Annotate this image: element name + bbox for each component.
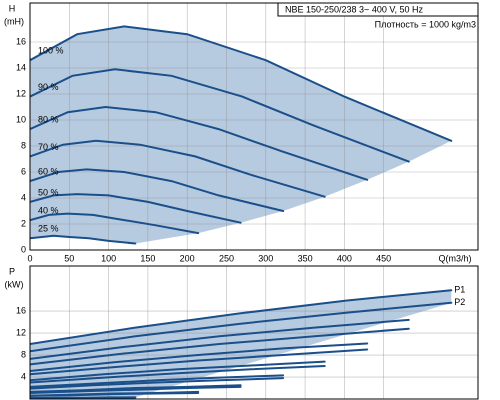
- y-tick-label: 6: [21, 166, 26, 176]
- curve-label: 50 %: [38, 187, 59, 197]
- x-tick-label: 150: [140, 253, 155, 263]
- x-tick-label: 0: [27, 253, 32, 263]
- y-tick-label: 8: [21, 140, 26, 150]
- curve-label: P2: [454, 297, 465, 307]
- y-axis-unit: (mH): [4, 16, 24, 26]
- curve: [30, 396, 137, 399]
- y-axis-label: P: [9, 266, 15, 276]
- curve: [30, 168, 285, 212]
- operating-area: [30, 26, 452, 244]
- plot-border: [29, 2, 479, 251]
- plot-area: [30, 266, 478, 399]
- header-box: [277, 2, 479, 17]
- y-tick-label: 4: [21, 371, 26, 381]
- curve: [30, 25, 453, 142]
- y-axis-label: H: [9, 3, 16, 13]
- curve-label: 90 %: [38, 82, 59, 92]
- y-tick-label: 8: [21, 349, 26, 359]
- curve: [30, 385, 242, 394]
- curve: [30, 289, 453, 345]
- x-tick-label: 200: [180, 253, 195, 263]
- curve-label: 40 %: [38, 205, 59, 215]
- x-axis-label: Q(m3/h): [438, 253, 471, 263]
- curve: [30, 342, 369, 372]
- curve: [30, 384, 242, 393]
- y-tick-label: 14: [16, 62, 26, 72]
- curve-label: 60 %: [38, 166, 59, 176]
- x-tick-label: 50: [64, 253, 74, 263]
- x-tick-label: 300: [258, 253, 273, 263]
- x-tick-label: 350: [298, 253, 313, 263]
- x-tick-label: 450: [376, 253, 391, 263]
- curve: [30, 348, 369, 376]
- curve: [30, 318, 410, 360]
- curve-label: P1: [454, 285, 465, 295]
- curve: [30, 327, 410, 366]
- curve-label: 25 %: [38, 224, 59, 234]
- curve: [30, 139, 326, 198]
- curve-label: 80 %: [38, 114, 59, 124]
- y-tick-label: 12: [16, 327, 26, 337]
- y-tick-label: 16: [16, 36, 26, 46]
- curve: [30, 360, 326, 382]
- curve: [30, 68, 410, 163]
- curve-label: 100 %: [38, 46, 64, 56]
- curve: [30, 392, 200, 397]
- curve: [30, 377, 285, 390]
- curve: [30, 212, 200, 235]
- curve: [30, 365, 326, 384]
- x-tick-label: 250: [219, 253, 234, 263]
- curve: [30, 234, 137, 245]
- curve: [30, 301, 453, 353]
- header-title: NBE 150-250/238 3~ 400 V, 50 Hz: [285, 4, 424, 14]
- plot-border: [29, 265, 479, 400]
- x-tick-label: 100: [101, 253, 116, 263]
- y-tick-label: 4: [21, 192, 26, 202]
- plot-area: [30, 3, 478, 250]
- y-tick-label: 12: [16, 88, 26, 98]
- x-tick-label: 400: [337, 253, 352, 263]
- y-tick-label: 10: [16, 114, 26, 124]
- header-subtitle: Плотность = 1000 kg/m3: [375, 19, 476, 29]
- y-tick-label: 16: [16, 305, 26, 315]
- curve: [30, 374, 285, 388]
- curve: [30, 105, 369, 181]
- curve-label: 70 %: [38, 142, 59, 152]
- y-axis-unit: (kW): [5, 279, 24, 289]
- y-tick-label: 2: [21, 218, 26, 228]
- curve: [30, 193, 242, 224]
- y-tick-label: 0: [21, 244, 26, 254]
